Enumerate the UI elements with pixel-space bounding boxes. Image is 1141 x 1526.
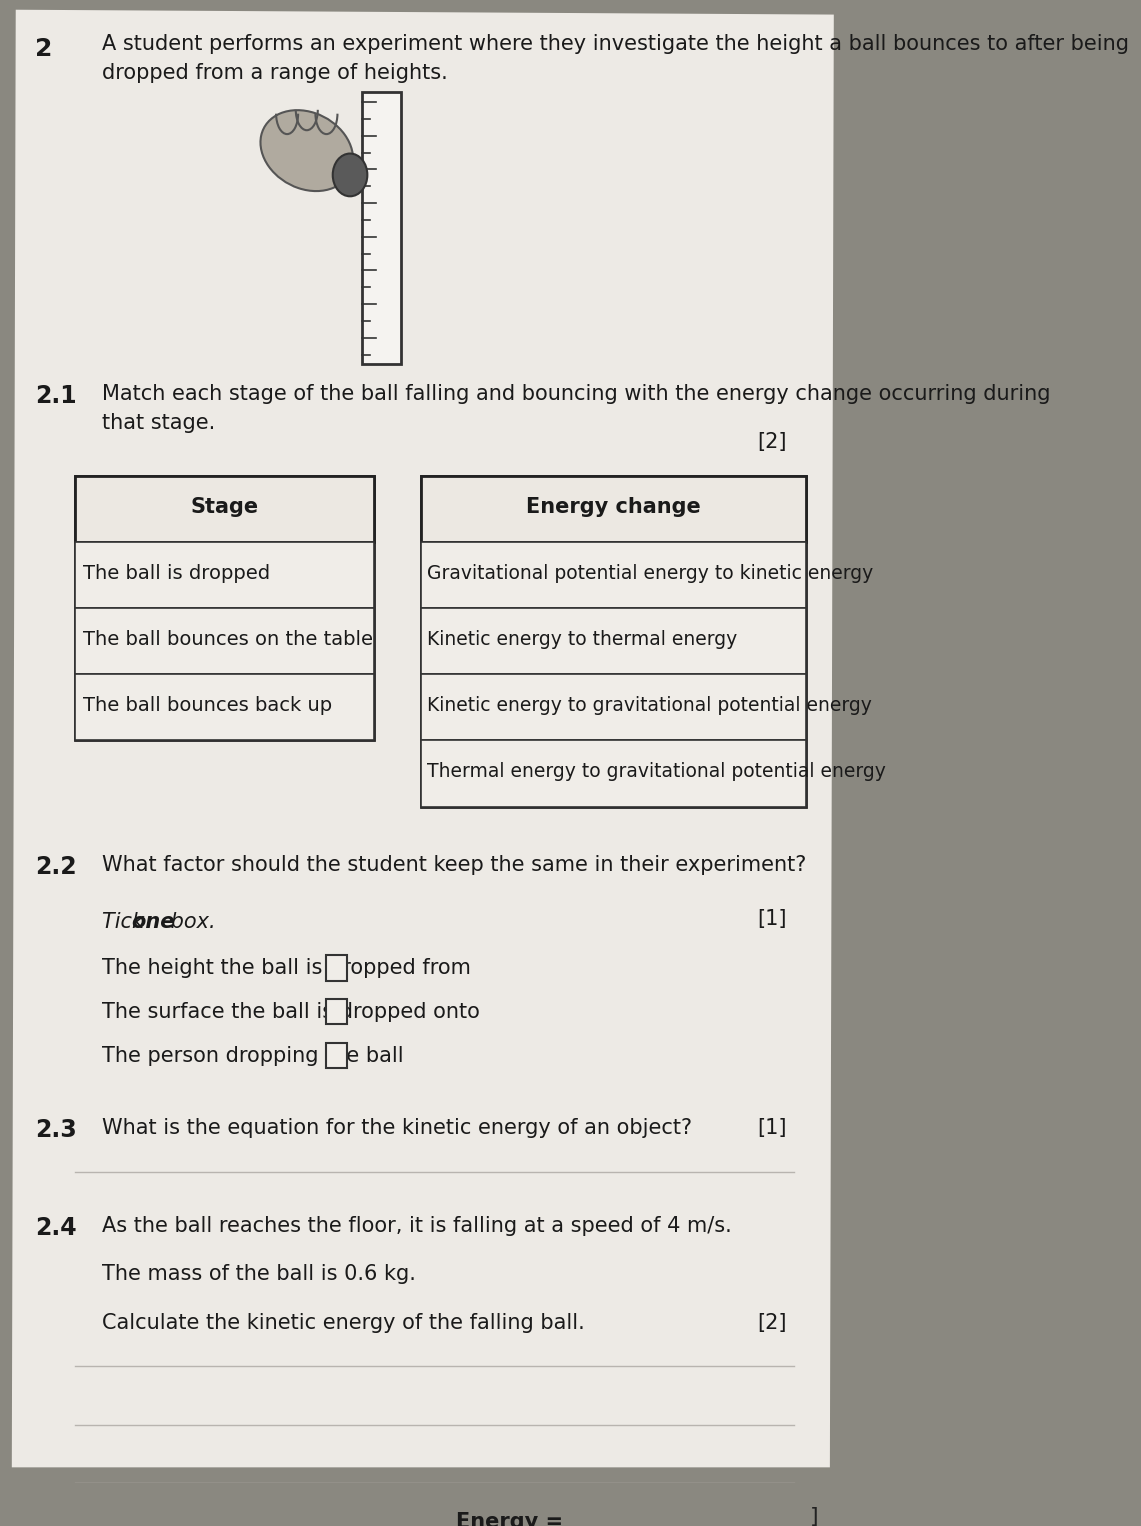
Text: The mass of the ball is 0.6 kg.: The mass of the ball is 0.6 kg.	[103, 1264, 416, 1285]
Bar	[326, 1042, 347, 1068]
Circle shape	[333, 154, 367, 197]
Ellipse shape	[260, 110, 353, 191]
Text: 2.2: 2.2	[35, 855, 78, 879]
Text: Match each stage of the ball falling and bouncing with the energy change occurri: Match each stage of the ball falling and…	[103, 385, 1051, 404]
Text: that stage.: that stage.	[103, 414, 216, 433]
Bar	[421, 542, 807, 609]
Bar	[421, 674, 807, 740]
Bar	[421, 476, 807, 807]
Text: 2.4: 2.4	[35, 1216, 78, 1239]
Text: [1]: [1]	[758, 908, 786, 929]
Bar	[362, 92, 402, 365]
Text: Stage: Stage	[191, 497, 258, 517]
Text: ]: ]	[810, 1508, 819, 1526]
Text: The ball bounces back up: The ball bounces back up	[82, 696, 332, 716]
Bar	[326, 1000, 347, 1024]
Text: one: one	[131, 911, 175, 931]
Text: The ball is dropped: The ball is dropped	[82, 563, 269, 583]
Bar	[421, 476, 807, 542]
Bar	[74, 609, 373, 674]
Text: Thermal energy to gravitational potential energy: Thermal energy to gravitational potentia…	[427, 761, 887, 781]
Text: What is the equation for the kinetic energy of an object?: What is the equation for the kinetic ene…	[103, 1119, 693, 1138]
Text: A student performs an experiment where they investigate the height a ball bounce: A student performs an experiment where t…	[103, 34, 1130, 53]
Text: What factor should the student keep the same in their experiment?: What factor should the student keep the …	[103, 855, 807, 874]
Bar	[421, 740, 807, 807]
Bar	[326, 955, 347, 981]
Text: The person dropping the ball: The person dropping the ball	[103, 1045, 404, 1065]
Text: 2.1: 2.1	[35, 385, 78, 407]
Bar	[74, 542, 373, 609]
Text: [2]: [2]	[758, 432, 786, 452]
Text: Calculate the kinetic energy of the falling ball.: Calculate the kinetic energy of the fall…	[103, 1312, 585, 1332]
Bar	[74, 476, 373, 542]
Text: Kinetic energy to thermal energy: Kinetic energy to thermal energy	[427, 630, 737, 649]
Text: box.: box.	[163, 911, 216, 931]
Text: Energy =: Energy =	[456, 1512, 564, 1526]
Text: The ball bounces on the table: The ball bounces on the table	[82, 630, 373, 649]
Text: Energy change: Energy change	[526, 497, 701, 517]
Text: Gravitational potential energy to kinetic energy: Gravitational potential energy to kineti…	[427, 563, 873, 583]
Text: 2: 2	[35, 37, 52, 61]
Text: Kinetic energy to gravitational potential energy: Kinetic energy to gravitational potentia…	[427, 696, 872, 716]
Text: Tick: Tick	[103, 911, 151, 931]
Bar	[74, 476, 373, 740]
Text: The height the ball is dropped from: The height the ball is dropped from	[103, 958, 471, 978]
Text: [1]: [1]	[758, 1119, 786, 1138]
Text: As the ball reaches the floor, it is falling at a speed of 4 m/s.: As the ball reaches the floor, it is fal…	[103, 1216, 733, 1236]
Text: dropped from a range of heights.: dropped from a range of heights.	[103, 63, 448, 82]
Polygon shape	[11, 9, 834, 1468]
Text: [2]: [2]	[758, 1312, 786, 1332]
Bar	[421, 609, 807, 674]
Text: 2.3: 2.3	[35, 1119, 78, 1143]
Bar	[74, 674, 373, 740]
Text: The surface the ball is dropped onto: The surface the ball is dropped onto	[103, 1003, 480, 1022]
